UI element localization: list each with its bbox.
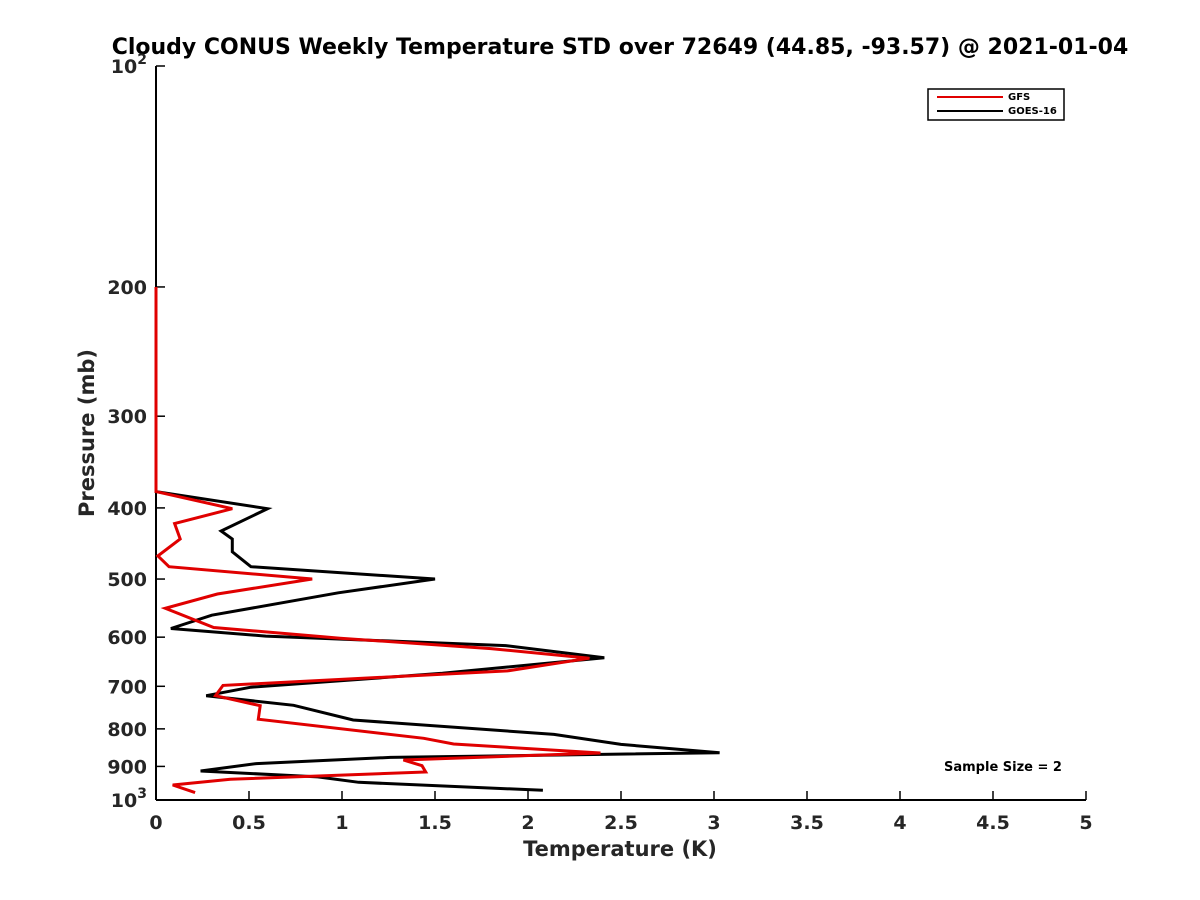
y-tick-label: 800 [107,719,147,741]
x-tick-label: 4.5 [976,812,1010,834]
x-tick-label: 4 [893,812,906,834]
x-tick-label: 1.5 [418,812,452,834]
y-tick-label: 103 [111,786,147,812]
x-tick-label: 0.5 [232,812,266,834]
x-tick-label: 5 [1079,812,1092,834]
legend-box [927,88,1065,121]
y-tick-label: 700 [107,676,147,698]
legend-label-gfs: GFS [1008,92,1030,103]
y-tick-label: 200 [107,277,147,299]
y-tick-label: 600 [107,627,147,649]
x-tick-label: 2 [521,812,534,834]
series-line-goes16 [154,287,720,792]
x-tick-label: 2.5 [604,812,638,834]
x-ticks: 0 0.5 1 1.5 2 2.5 3 3.5 4 4.5 5 [149,791,1093,834]
x-tick-label: 0 [149,812,162,834]
legend: GFS GOES-16 [927,88,1065,121]
y-tick-label: 400 [107,498,147,520]
y-tick-label: 500 [107,569,147,591]
x-axis-label: Temperature (K) [523,837,717,861]
series-line-gfs [154,287,601,795]
legend-label-goes16: GOES-16 [1008,106,1057,117]
x-tick-label: 3 [707,812,720,834]
y-tick-label: 900 [107,756,147,778]
y-tick-label: 300 [107,406,147,428]
y-axis-label: Pressure (mb) [75,349,99,517]
axes [155,66,1086,801]
y-ticks: 102 200 300 400 500 600 700 800 900 103 [107,52,165,812]
x-tick-label: 3.5 [790,812,824,834]
y-tick-label: 102 [111,52,147,78]
sample-size-annotation: Sample Size = 2 [944,760,1062,775]
chart-title: Cloudy CONUS Weekly Temperature STD over… [112,35,1129,60]
x-tick-label: 1 [335,812,348,834]
series-layer [154,287,720,795]
